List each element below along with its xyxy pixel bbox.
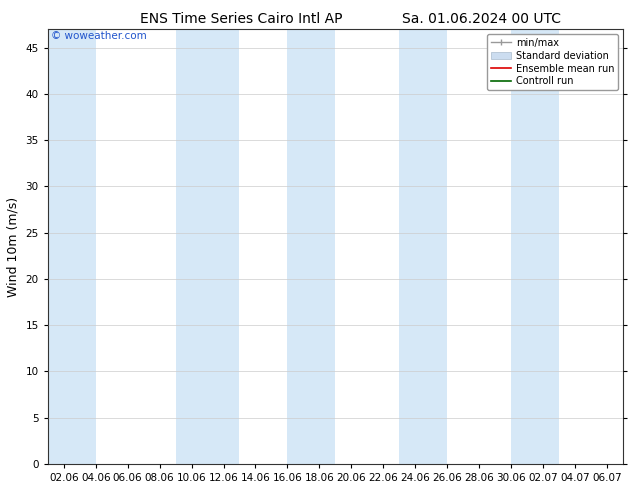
Bar <box>287 29 335 464</box>
Text: © woweather.com: © woweather.com <box>51 31 146 41</box>
Bar <box>511 29 559 464</box>
Y-axis label: Wind 10m (m/s): Wind 10m (m/s) <box>7 196 20 296</box>
Bar <box>48 29 96 464</box>
Bar <box>176 29 240 464</box>
Text: ENS Time Series Cairo Intl AP: ENS Time Series Cairo Intl AP <box>139 12 342 26</box>
Bar <box>399 29 447 464</box>
Legend: min/max, Standard deviation, Ensemble mean run, Controll run: min/max, Standard deviation, Ensemble me… <box>488 34 618 90</box>
Text: Sa. 01.06.2024 00 UTC: Sa. 01.06.2024 00 UTC <box>403 12 561 26</box>
